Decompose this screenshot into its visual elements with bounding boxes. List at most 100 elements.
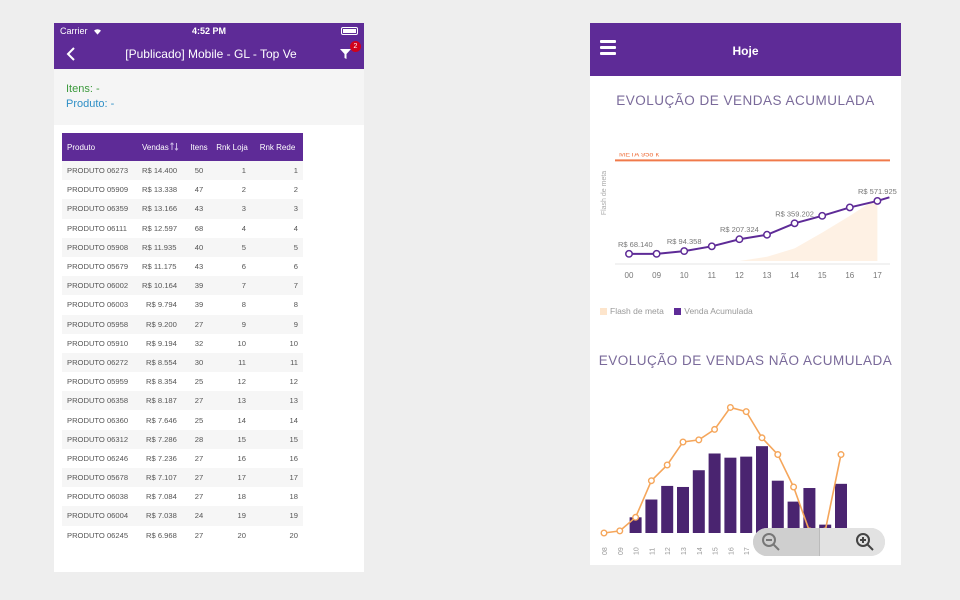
cell-vendas: R$ 6.968 xyxy=(146,530,177,540)
table-row[interactable]: PRODUTO 05679 R$ 11.175 43 6 6 xyxy=(62,257,303,276)
table-row[interactable]: PRODUTO 06272 R$ 8.554 30 11 11 xyxy=(62,352,303,373)
bar xyxy=(692,470,705,533)
back-icon[interactable] xyxy=(64,45,80,63)
trend-point xyxy=(837,451,845,459)
table-row[interactable]: PRODUTO 06245 R$ 6.968 27 20 20 xyxy=(62,526,303,545)
x-tick-label: 12 xyxy=(665,547,672,555)
cell-produto: PRODUTO 05958 xyxy=(62,314,138,334)
cell-itens: 27 xyxy=(194,453,204,463)
cell-rnk-rede: 10 xyxy=(289,338,298,348)
cell-itens: 28 xyxy=(186,429,212,449)
table-row[interactable]: PRODUTO 06038 R$ 7.084 27 18 18 xyxy=(62,487,303,506)
data-label: R$ 94.358 xyxy=(667,237,702,246)
cell-produto: PRODUTO 06360 xyxy=(67,415,129,425)
cell-itens: 43 xyxy=(186,199,212,219)
table-row[interactable]: PRODUTO 05958 R$ 9.200 27 9 9 xyxy=(62,314,303,334)
column-header-itens[interactable]: Itens xyxy=(186,133,212,161)
cell-produto: PRODUTO 06111 xyxy=(67,223,127,233)
cell-itens: 40 xyxy=(186,237,212,257)
trend-point xyxy=(600,529,608,537)
cell-produto: PRODUTO 06003 xyxy=(67,300,129,310)
cell-rnk-rede: 12 xyxy=(289,377,298,387)
filter-itens: Itens: - xyxy=(66,83,100,95)
column-header-vendas[interactable]: Vendas xyxy=(138,133,186,161)
table-row[interactable]: PRODUTO 06111 R$ 12.597 68 4 4 xyxy=(62,219,303,238)
cell-vendas: R$ 7.038 xyxy=(138,506,186,526)
meta-label: META 958 k xyxy=(619,153,660,158)
cell-rnk-loja: 6 xyxy=(241,262,246,272)
trend-point xyxy=(647,477,655,485)
cell-produto: PRODUTO 05909 xyxy=(67,185,129,195)
x-tick-label: 13 xyxy=(681,547,688,555)
x-tick-label: 15 xyxy=(818,271,827,280)
cell-rnk-rede: 5 xyxy=(252,237,303,257)
sort-icon[interactable] xyxy=(169,142,179,151)
table-row[interactable]: PRODUTO 06246 R$ 7.236 27 16 16 xyxy=(62,449,303,468)
table-row[interactable]: PRODUTO 05678 R$ 7.107 27 17 17 xyxy=(62,468,303,488)
venda-acumulada-point xyxy=(873,196,882,205)
column-header-rnk-loja[interactable]: Rnk Loja xyxy=(212,133,252,161)
cell-rnk-rede: 15 xyxy=(252,429,303,449)
ranking-table: Produto Vendas Itens Rnk Loja Rnk Rede P… xyxy=(62,133,303,545)
cell-produto: PRODUTO 06273 xyxy=(62,161,138,181)
chart-title: EVOLUÇÃO DE VENDAS NÃO ACUMULADA xyxy=(598,353,893,368)
table-row[interactable]: PRODUTO 06003 R$ 9.794 39 8 8 xyxy=(62,295,303,314)
cell-produto: PRODUTO 06272 xyxy=(62,352,138,373)
venda-acumulada-point xyxy=(790,219,799,228)
cell-rnk-rede: 8 xyxy=(293,300,298,310)
zoom-in-button[interactable] xyxy=(819,528,885,556)
cell-vendas: R$ 12.597 xyxy=(142,223,178,233)
legend-item-flash[interactable]: Flash de meta xyxy=(600,306,664,316)
cell-rnk-loja: 10 xyxy=(237,338,246,348)
table-row[interactable]: PRODUTO 06358 R$ 8.187 27 13 13 xyxy=(62,391,303,411)
table-row[interactable]: PRODUTO 06312 R$ 7.286 28 15 15 xyxy=(62,429,303,449)
data-label: R$ 68.140 xyxy=(618,240,653,249)
trend-point xyxy=(790,483,798,491)
x-tick-label: 15 xyxy=(713,547,720,555)
column-header-produto[interactable]: Produto xyxy=(62,133,138,161)
zoom-out-button[interactable] xyxy=(753,528,819,556)
legend-item-venda[interactable]: Venda Acumulada xyxy=(674,306,753,316)
cell-rnk-loja: 2 xyxy=(241,185,246,195)
bar xyxy=(756,446,768,533)
cell-rnk-loja: 20 xyxy=(237,530,246,540)
venda-acumulada-point xyxy=(818,211,827,220)
venda-acumulada-point xyxy=(845,203,854,212)
column-header-rnk-rede[interactable]: Rnk Rede xyxy=(252,133,303,161)
cell-rnk-rede: 19 xyxy=(252,506,303,526)
table-row[interactable]: PRODUTO 06360 R$ 7.646 25 14 14 xyxy=(62,410,303,429)
nav-bar: [Publicado] Mobile - GL - Top Ve 2 xyxy=(54,39,364,69)
x-tick-label: 16 xyxy=(845,271,854,280)
filter-icon[interactable] xyxy=(339,47,352,60)
cell-rnk-rede: 11 xyxy=(252,352,303,373)
cell-itens: 27 xyxy=(186,391,212,411)
table-header-row: Produto Vendas Itens Rnk Loja Rnk Rede xyxy=(62,133,303,161)
active-filters: Itens: - Produto: - xyxy=(54,69,364,125)
filter-produto: Produto: - xyxy=(66,98,115,110)
table-row[interactable]: PRODUTO 06273 R$ 14.400 50 1 1 xyxy=(62,161,303,181)
table-row[interactable]: PRODUTO 05908 R$ 11.935 40 5 5 xyxy=(62,237,303,257)
cell-rnk-rede: 4 xyxy=(293,223,298,233)
table-row[interactable]: PRODUTO 06002 R$ 10.164 39 7 7 xyxy=(62,276,303,296)
x-tick-label: 14 xyxy=(697,547,704,555)
cell-vendas: R$ 8.554 xyxy=(138,352,186,373)
table-row[interactable]: PRODUTO 05909 R$ 13.338 47 2 2 xyxy=(62,180,303,199)
venda-acumulada-point xyxy=(763,230,771,239)
table-row[interactable]: PRODUTO 05910 R$ 9.194 32 10 10 xyxy=(62,334,303,353)
cell-vendas: R$ 11.175 xyxy=(142,262,177,272)
bar xyxy=(771,480,784,533)
table-row[interactable]: PRODUTO 06359 R$ 13.166 43 3 3 xyxy=(62,199,303,219)
zoom-control xyxy=(753,528,885,556)
cell-rnk-loja: 16 xyxy=(237,453,246,463)
cell-itens: 30 xyxy=(186,352,212,373)
cell-rnk-loja: 18 xyxy=(237,492,246,502)
table-row[interactable]: PRODUTO 05959 R$ 8.354 25 12 12 xyxy=(62,372,303,391)
bar xyxy=(661,485,674,533)
data-label: R$ 571.925 xyxy=(858,187,897,196)
bar xyxy=(645,499,658,533)
cell-vendas: R$ 8.354 xyxy=(146,377,177,387)
hamburger-menu-icon[interactable] xyxy=(600,40,616,55)
table-row[interactable]: PRODUTO 06004 R$ 7.038 24 19 19 xyxy=(62,506,303,526)
cell-vendas: R$ 9.200 xyxy=(138,314,186,334)
y-axis-label: Flash de meta xyxy=(601,171,608,215)
